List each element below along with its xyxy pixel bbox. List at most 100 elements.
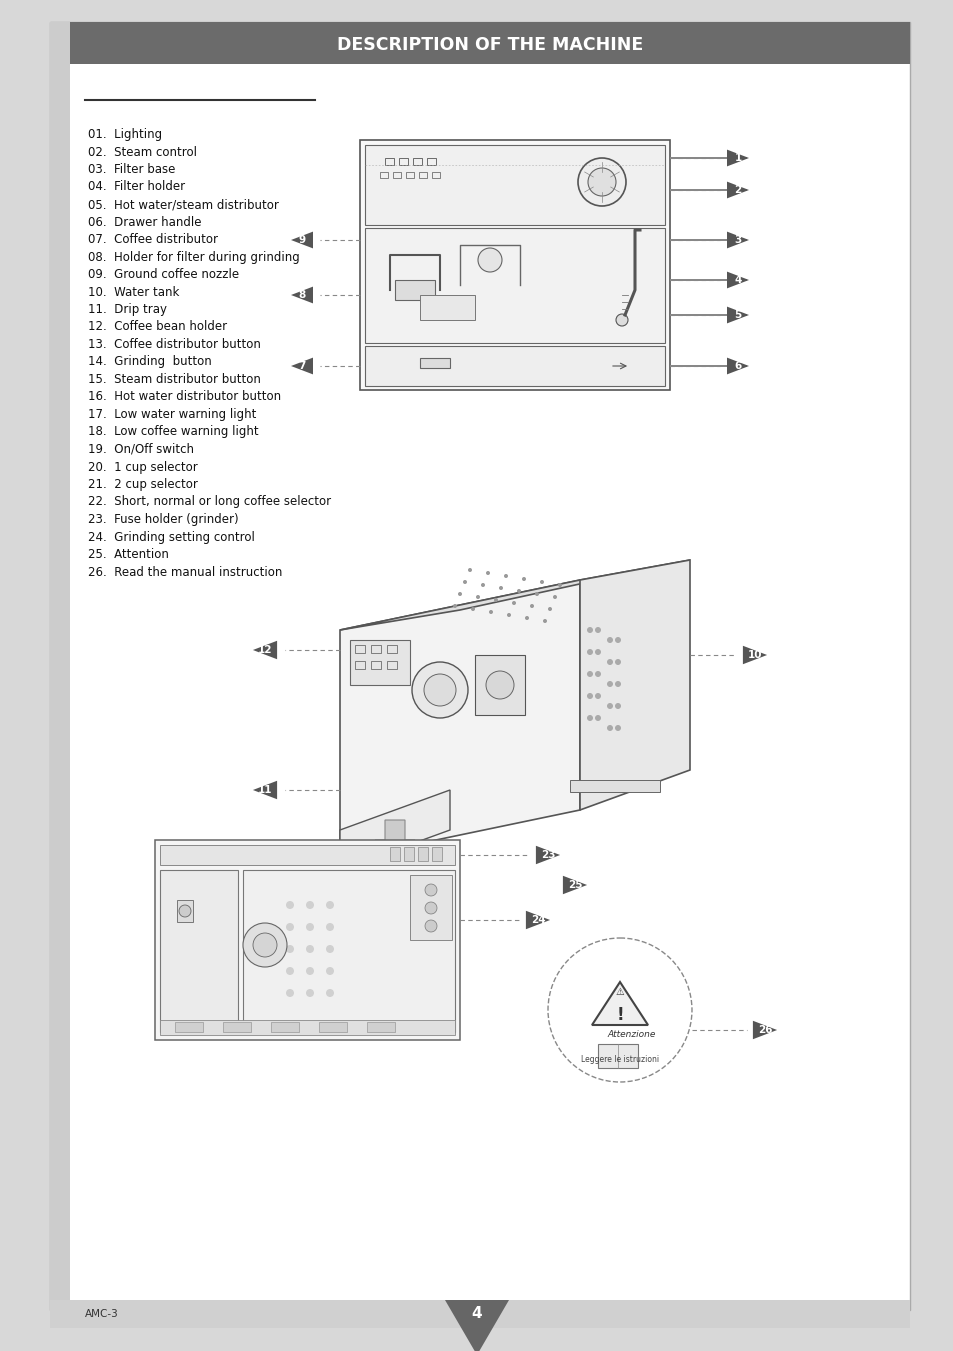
Polygon shape [339,561,689,630]
Circle shape [306,967,314,975]
Bar [413,158,421,165]
Text: 05.  Hot water/steam distributor: 05. Hot water/steam distributor [88,199,278,211]
Text: 4: 4 [734,276,740,285]
Bar [427,158,436,165]
Text: 15.  Steam distributor button: 15. Steam distributor button [88,373,260,386]
Text: 7: 7 [298,361,305,372]
Text: 4: 4 [471,1306,482,1321]
Text: 5: 5 [734,309,740,320]
Circle shape [424,920,436,932]
Polygon shape [592,982,647,1025]
Bar [417,847,428,861]
Circle shape [615,681,620,688]
Circle shape [616,313,627,326]
Bar [379,172,388,178]
Text: 25: 25 [567,880,581,890]
Polygon shape [752,1021,777,1039]
Bar [419,358,450,367]
Text: 6: 6 [734,361,740,372]
Bar [432,847,441,861]
Bar [243,870,455,1032]
Circle shape [521,577,525,581]
Polygon shape [339,580,579,861]
Circle shape [306,901,314,909]
Text: 09.  Ground coffee nozzle: 09. Ground coffee nozzle [88,267,239,281]
Text: 11: 11 [257,785,272,794]
Bar [160,870,237,1032]
Text: 21.  2 cup selector: 21. 2 cup selector [88,478,197,490]
Bar [359,141,669,390]
Circle shape [485,671,514,698]
Bar [365,346,664,386]
Text: 8: 8 [298,290,305,300]
Bar [669,189,747,190]
Bar [385,158,394,165]
Circle shape [506,613,511,617]
Circle shape [595,715,600,721]
Text: 17.  Low water warning light: 17. Low water warning light [88,408,256,422]
Circle shape [586,648,593,655]
Bar [395,280,435,300]
Polygon shape [444,1300,509,1351]
Text: 07.  Coffee distributor: 07. Coffee distributor [88,232,218,246]
Circle shape [586,715,593,721]
Bar [355,661,365,669]
Circle shape [606,681,613,688]
Circle shape [169,1021,177,1029]
Text: 2: 2 [734,185,740,195]
Text: 12.  Coffee bean holder: 12. Coffee bean holder [88,320,227,334]
Text: 01.  Lighting: 01. Lighting [88,128,162,141]
Circle shape [606,725,613,731]
Circle shape [542,619,546,623]
Bar [70,22,909,63]
Text: 03.  Filter base: 03. Filter base [88,163,175,176]
Circle shape [595,671,600,677]
Bar [365,145,664,226]
Circle shape [535,592,538,596]
Polygon shape [726,358,748,374]
Circle shape [468,567,472,571]
Bar [154,840,459,1040]
Circle shape [286,967,294,975]
Bar [387,644,396,653]
Circle shape [512,601,516,605]
Text: 14.  Grinding  button: 14. Grinding button [88,355,212,369]
Bar [432,172,439,178]
Circle shape [578,158,625,205]
Circle shape [558,584,561,586]
Bar [410,875,452,940]
Polygon shape [742,646,766,665]
Circle shape [326,989,334,997]
Circle shape [286,989,294,997]
Bar [669,157,747,158]
Circle shape [595,627,600,634]
Bar [669,313,747,316]
Circle shape [547,607,552,611]
Circle shape [539,580,543,584]
Text: 16.  Hot water distributor button: 16. Hot water distributor button [88,390,281,404]
Text: DESCRIPTION OF THE MACHINE: DESCRIPTION OF THE MACHINE [336,36,642,54]
Text: 26.  Read the manual instruction: 26. Read the manual instruction [88,566,282,578]
Text: 08.  Holder for filter during grinding: 08. Holder for filter during grinding [88,250,299,263]
Circle shape [586,693,593,698]
Text: 23.  Fuse holder (grinder): 23. Fuse holder (grinder) [88,513,238,526]
Bar [174,1021,203,1032]
Circle shape [615,659,620,665]
Text: 3: 3 [734,235,740,245]
Text: 22.  Short, normal or long coffee selector: 22. Short, normal or long coffee selecto… [88,496,331,508]
Circle shape [423,674,456,707]
Polygon shape [726,272,748,288]
Circle shape [412,662,468,717]
Polygon shape [291,286,313,304]
Circle shape [306,923,314,931]
Text: 26: 26 [757,1025,771,1035]
Circle shape [553,594,557,598]
Circle shape [547,938,691,1082]
Circle shape [457,592,461,596]
Text: 11.  Drip tray: 11. Drip tray [88,303,167,316]
Circle shape [477,249,501,272]
Bar [50,1300,909,1328]
Bar [475,655,524,715]
Circle shape [503,574,507,578]
Text: 25.  Attention: 25. Attention [88,549,169,561]
